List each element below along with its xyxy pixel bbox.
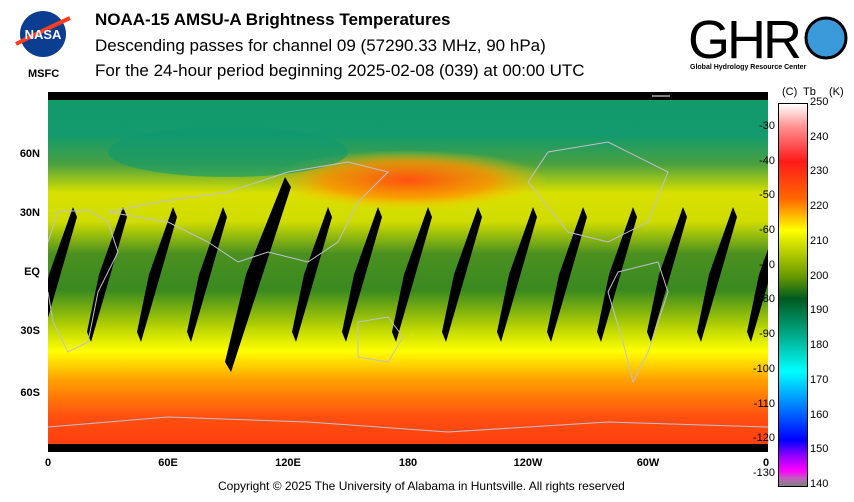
colorbar-c-tick: -40 xyxy=(759,154,775,167)
colorbar-c-tick: -100 xyxy=(752,362,775,375)
colorbar-label-k: (K) xyxy=(829,86,844,98)
swath-gap xyxy=(497,207,537,342)
swath-gap xyxy=(137,207,177,342)
lon-tick: 180 xyxy=(398,457,418,469)
swath-gap xyxy=(647,207,687,342)
swath-gap xyxy=(187,207,227,342)
swath-gap xyxy=(225,177,291,372)
swath-gap xyxy=(292,207,332,342)
colorbar-k-tick: 180 xyxy=(810,339,829,352)
colorbar-label-tb: Tb xyxy=(803,86,816,98)
lat-tick-30n: 30N xyxy=(19,207,40,219)
swath-gap xyxy=(697,207,737,342)
colorbar-c-tick: -120 xyxy=(752,432,775,445)
nasa-logo: NASA xyxy=(14,10,72,58)
colorbar-k-tick: 210 xyxy=(810,234,829,247)
colorbar-k-tick: 190 xyxy=(810,304,829,317)
colorbar-k-tick: 200 xyxy=(810,269,829,282)
coastlines xyxy=(48,141,768,433)
msfc-label: MSFC xyxy=(28,68,60,80)
lon-tick: 120E xyxy=(275,457,301,469)
chart-title: NOAA-15 AMSU-A Brightness Temperatures xyxy=(95,10,451,29)
colorbar-k-tick: 170 xyxy=(810,373,829,386)
lon-tick: 120W xyxy=(513,457,543,469)
colorbar-label-c: (C) xyxy=(782,86,798,98)
bottom-no-data-bar xyxy=(48,444,768,452)
lon-tick: 0 xyxy=(762,457,770,469)
swath-gap xyxy=(392,207,432,342)
colorbar-k-tick: 240 xyxy=(810,130,829,143)
lat-tick-30s: 30S xyxy=(20,325,40,337)
lat-tick-eq: EQ xyxy=(24,266,40,278)
swath-gap xyxy=(442,207,482,342)
warm-anomaly-north-pacific xyxy=(268,150,548,210)
swath-gap xyxy=(547,207,587,342)
cold-anomaly-siberia xyxy=(108,127,348,177)
brightness-temperature-map xyxy=(48,92,768,452)
svg-text:GHR: GHR xyxy=(688,10,800,68)
colorbar-k-tick: 160 xyxy=(810,408,829,421)
swath-gap xyxy=(48,207,77,318)
lat-tick-60s: 60S xyxy=(20,387,40,399)
ghrc-subtitle: Global Hydrology Resource Center xyxy=(690,64,807,71)
colorbar-k-tick: 150 xyxy=(810,443,829,456)
chart-period: For the 24-hour period beginning 2025-02… xyxy=(95,61,585,80)
lat-tick-60n: 60N xyxy=(19,148,40,160)
colorbar-c-tick: -50 xyxy=(759,189,775,202)
lon-tick: 60W xyxy=(636,457,660,469)
colorbar-c-tick: -130 xyxy=(752,467,775,480)
swath-gap xyxy=(747,249,768,342)
colorbar-c-tick: -30 xyxy=(759,119,775,132)
colorbar-k-tick: 140 xyxy=(810,478,829,490)
colorbar-c-tick: -110 xyxy=(753,397,775,410)
svg-text:NASA: NASA xyxy=(25,27,62,42)
colorbar-c-tick: -90 xyxy=(759,328,775,341)
copyright: Copyright © 2025 The University of Alaba… xyxy=(218,479,625,493)
colorbar-c-tick: -80 xyxy=(759,293,775,306)
colorbar-c-tick: -60 xyxy=(759,223,775,236)
colorbar xyxy=(778,103,808,487)
colorbar-k-tick: 230 xyxy=(810,165,829,178)
lon-tick: 60E xyxy=(158,457,178,469)
top-no-data-bar xyxy=(48,92,768,100)
colorbar-k-tick: 220 xyxy=(810,200,829,213)
swath-gap xyxy=(342,207,382,342)
chart-subtitle: Descending passes for channel 09 (57290.… xyxy=(95,36,546,55)
ghrc-logo: GHR xyxy=(688,8,848,78)
lon-tick: 0 xyxy=(44,457,52,469)
colorbar-k-tick: 250 xyxy=(810,96,829,108)
colorbar-c-tick: -70 xyxy=(759,258,775,271)
